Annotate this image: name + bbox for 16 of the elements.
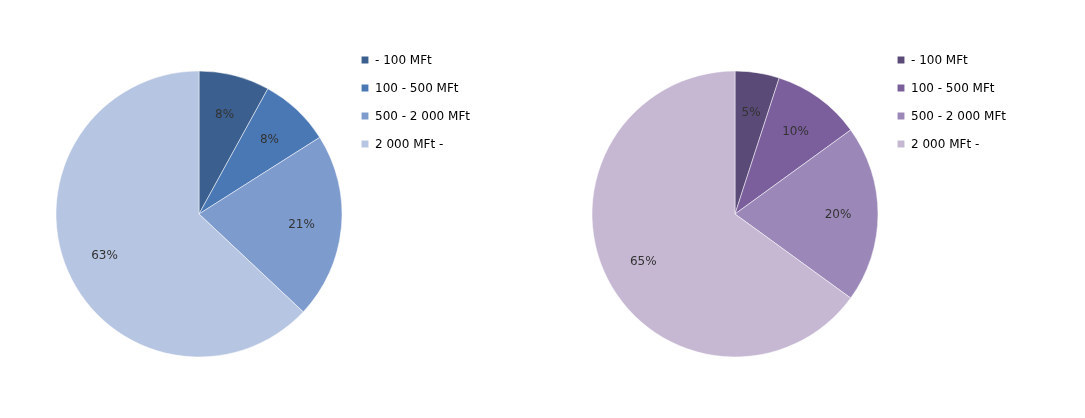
legend-label: 100 - 500 MFt (911, 81, 995, 95)
legend-label: 500 - 2 000 MFt (911, 109, 1007, 123)
data-label: 21% (288, 216, 315, 231)
legend-label: - 100 MFt (911, 53, 969, 67)
data-label: 5% (741, 105, 761, 120)
legend-label: 500 - 2 000 MFt (375, 109, 471, 123)
data-label: 8% (215, 107, 235, 122)
data-label: 8% (259, 131, 279, 146)
data-label: 10% (782, 123, 809, 138)
data-label: 63% (91, 247, 118, 262)
data-label: 20% (824, 207, 852, 221)
legend-label: - 100 MFt (375, 53, 433, 67)
legend-label: 100 - 500 MFt (375, 81, 459, 95)
data-label: 65% (629, 253, 657, 268)
legend-label: 2 000 MFt - (375, 137, 444, 151)
legend-label: 2 000 MFt - (911, 137, 980, 151)
